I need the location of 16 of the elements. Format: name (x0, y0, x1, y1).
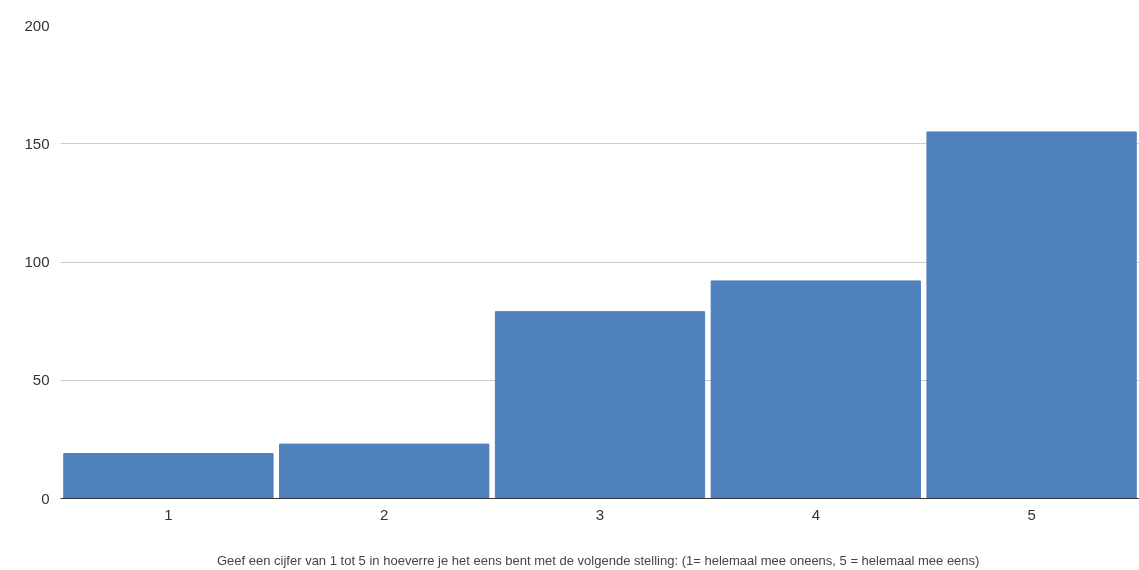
bar (494, 311, 706, 499)
x-tick-label: 3 (595, 505, 605, 523)
x-tick-label: 4 (811, 505, 820, 523)
x-tick-label: 2 (380, 505, 389, 523)
bar (926, 131, 1137, 499)
x-tick-label: 5 (1027, 505, 1036, 523)
bar (279, 443, 490, 499)
y-tick-label: 200 (24, 16, 50, 34)
y-tick-label: 0 (41, 489, 50, 507)
bar (63, 453, 274, 499)
x-axis-title: Geef een cijfer van 1 tot 5 in hoeverre je het eens bent met de volgende stelling: (1= helemaal mee oneens, 5 = helemaal mee eens) (216, 552, 980, 568)
y-tick-label: 150 (24, 134, 50, 152)
y-tick-label: 100 (24, 253, 50, 270)
x-tick-label: 1 (164, 505, 173, 523)
bar (710, 280, 921, 499)
y-tick-label: 50 (32, 371, 50, 389)
